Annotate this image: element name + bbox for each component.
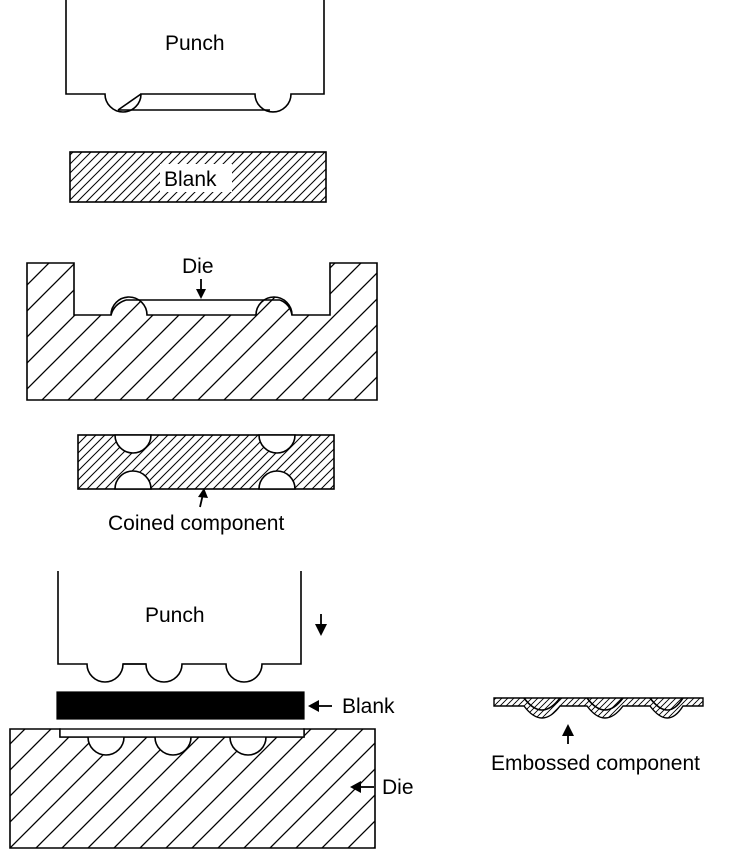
bottom-die: Die <box>9 728 414 849</box>
bottom-punch: Punch <box>57 571 302 683</box>
die-bottom-label: Die <box>382 776 414 799</box>
top-punch: Punch <box>65 0 325 113</box>
embossed-label: Embossed component <box>491 752 700 775</box>
blank-top-label: Blank <box>164 168 217 191</box>
die-top-label: Die <box>182 255 214 278</box>
embossed-component: Embossed component <box>491 697 704 775</box>
bottom-blank: Blank <box>56 691 395 720</box>
coined-label: Coined component <box>108 512 284 535</box>
top-blank: Blank <box>69 151 327 203</box>
punch-motion-arrow <box>315 614 327 636</box>
punch-top-label: Punch <box>165 32 225 55</box>
top-die: Die <box>26 254 378 401</box>
coined-component: Coined component <box>77 434 335 535</box>
punch-bottom-label: Punch <box>145 604 205 627</box>
blank-bottom-label: Blank <box>342 695 395 718</box>
